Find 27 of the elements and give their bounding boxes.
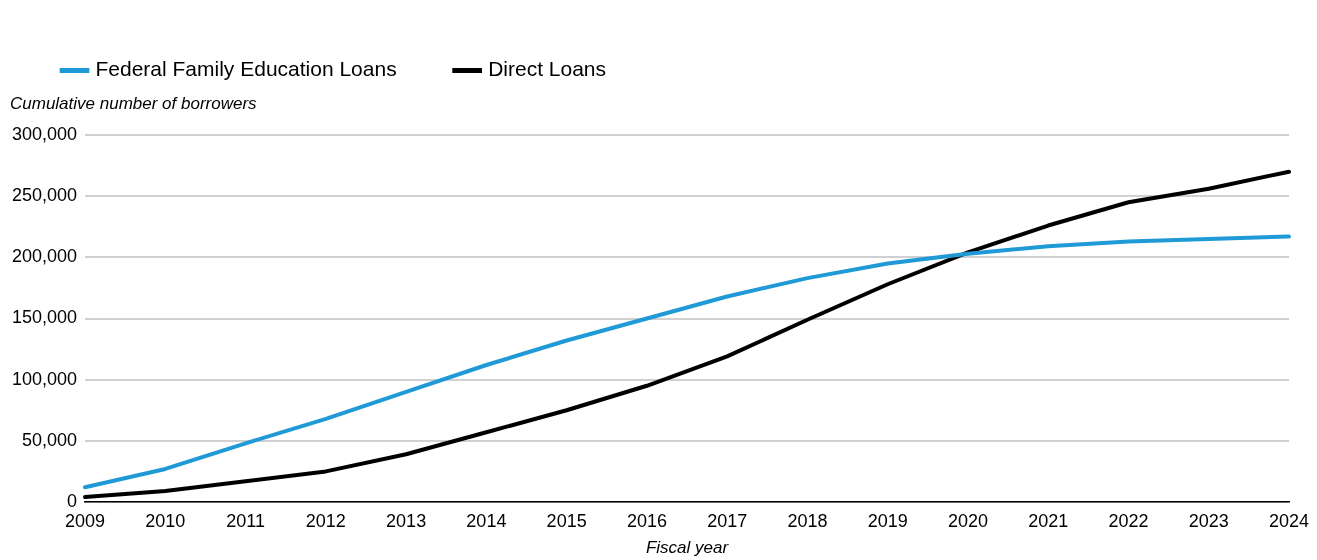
- y-tick-label: 200,000: [11, 246, 78, 267]
- y-tick-label: 0: [67, 490, 78, 511]
- x-tick-label: 2010: [145, 510, 186, 531]
- y-tick-label: 300,000: [11, 123, 78, 144]
- x-tick-label: 2018: [787, 510, 828, 531]
- x-tick-label: 2009: [65, 510, 106, 531]
- legend-label: Federal Family Education Loans: [95, 57, 397, 81]
- x-tick-label: 2014: [466, 510, 507, 531]
- x-axis-title: Fiscal year: [645, 537, 730, 557]
- y-tick-label: 250,000: [11, 185, 78, 206]
- y-tick-label: 150,000: [11, 307, 78, 328]
- x-tick-label: 2019: [867, 510, 908, 531]
- x-tick-label: 2011: [226, 510, 265, 531]
- x-tick-label: 2021: [1028, 510, 1069, 531]
- x-tick-label: 2024: [1268, 510, 1310, 531]
- x-tick-label: 2022: [1108, 510, 1149, 531]
- x-tick-label: 2012: [305, 510, 346, 531]
- x-tick-label: 2023: [1188, 510, 1229, 531]
- y-tick-label: 100,000: [11, 368, 78, 389]
- x-tick-label: 2017: [707, 510, 748, 531]
- y-tick-label: 50,000: [22, 429, 78, 450]
- x-tick-label: 2016: [626, 510, 667, 531]
- x-tick-label: 2015: [546, 510, 587, 531]
- y-axis-title: Cumulative number of borrowers: [10, 94, 258, 114]
- x-tick-label: 2020: [947, 510, 988, 531]
- x-tick-label: 2013: [386, 510, 427, 531]
- legend-label: Direct Loans: [488, 57, 607, 81]
